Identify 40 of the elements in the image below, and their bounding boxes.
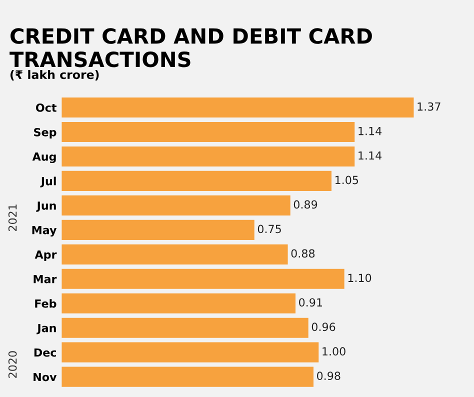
- y-tick-label: Jun: [36, 202, 56, 212]
- bar: [62, 293, 296, 314]
- bar: [62, 268, 344, 289]
- text: 2020: [8, 351, 17, 378]
- y-tick-label: Oct: [36, 103, 57, 112]
- bar: [62, 244, 288, 264]
- data-label: 0.91: [299, 298, 322, 307]
- data-label: 0.89: [294, 200, 318, 209]
- bar: [62, 342, 319, 362]
- data-label: 0.96: [312, 322, 336, 332]
- y-tick-label: Nov: [34, 372, 57, 382]
- data-label: 1.05: [335, 176, 358, 184]
- bar: [62, 220, 254, 240]
- data-label: 0.75: [258, 224, 281, 234]
- bar: [62, 170, 332, 192]
- bar: [62, 318, 308, 338]
- y-tick-label: Aug: [32, 152, 56, 164]
- y-tick-label: Jul: [40, 176, 56, 188]
- y-tick-label: Feb: [35, 299, 56, 308]
- bar: [62, 195, 290, 216]
- y-tick-label: Apr: [34, 250, 57, 261]
- chart-title: CREDIT CARD AND DEBIT CARD TRANSACTIONS: [10, 28, 372, 68]
- data-label: 1.14: [358, 151, 382, 160]
- bar: [62, 97, 414, 118]
- data-label: 1.10: [348, 274, 372, 282]
- bar: [62, 122, 355, 142]
- y-tick-label: Dec: [34, 348, 56, 357]
- y-tick-label: Mar: [34, 275, 57, 284]
- data-label: 0.98: [317, 372, 340, 380]
- chart-subtitle: (₹ lakh crore): [10, 70, 99, 80]
- data-label: 1.14: [358, 126, 382, 136]
- y-tick-label: May: [32, 226, 57, 237]
- data-label: 1.00: [322, 347, 346, 356]
- bar: [62, 366, 314, 387]
- data-label: 1.37: [418, 102, 440, 111]
- text: 2021: [8, 204, 17, 232]
- bar: [62, 146, 355, 167]
- data-label: 0.88: [291, 249, 315, 258]
- y-tick-label: Jan: [36, 324, 56, 334]
- y-tick-label: Sep: [34, 128, 56, 139]
